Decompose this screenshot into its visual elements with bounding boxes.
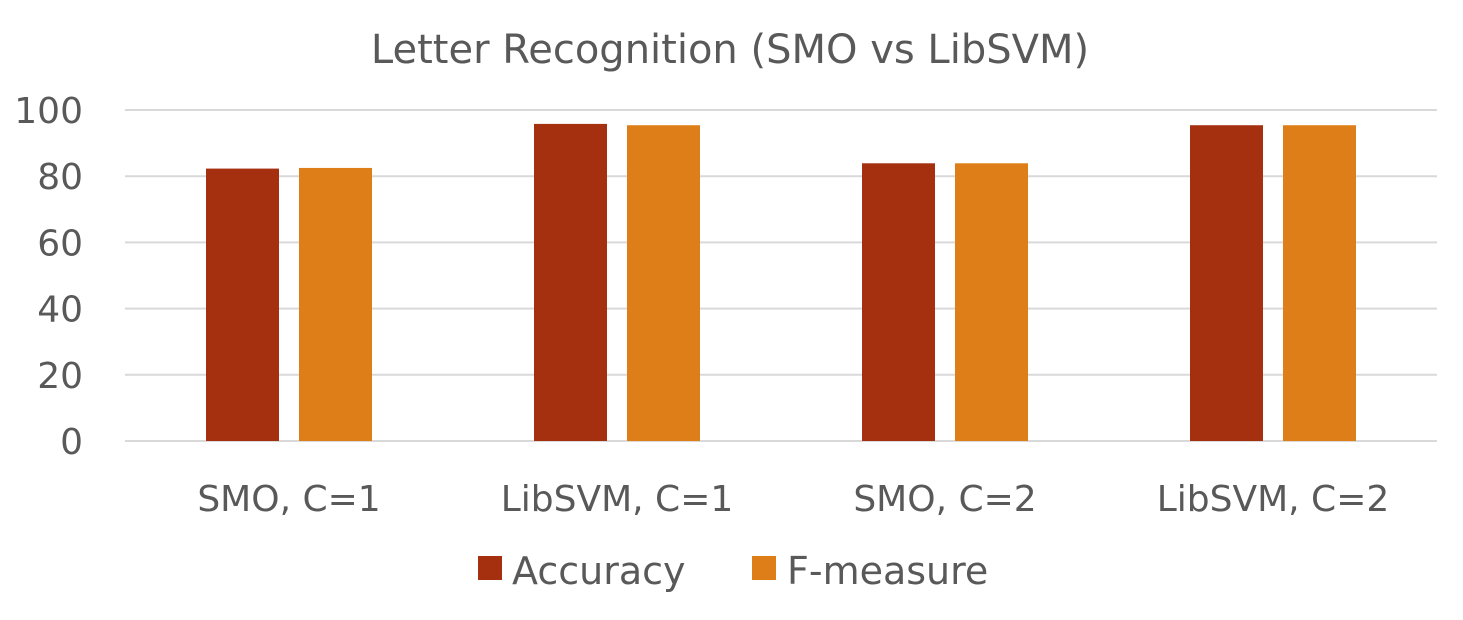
bar-f-measure-3: [955, 163, 1028, 441]
y-tick-label: 100: [14, 91, 83, 132]
bar-f-measure-2: [627, 125, 700, 441]
bar-f-measure-4: [1283, 125, 1356, 441]
y-tick-label: 20: [37, 356, 83, 397]
y-tick-label: 0: [60, 422, 83, 463]
x-axis-categories: SMO, C=1 LibSVM, C=1 SMO, C=2 LibSVM, C=2: [197, 479, 1389, 520]
legend-label: F-measure: [787, 549, 988, 593]
x-category-label: LibSVM, C=1: [501, 479, 734, 520]
x-category-label: SMO, C=1: [197, 479, 380, 520]
x-category-label: SMO, C=2: [853, 479, 1036, 520]
legend-swatch: [752, 556, 776, 580]
bars: [206, 123, 1356, 442]
bar-f-measure-1: [299, 167, 372, 442]
bar-accuracy-3: [862, 163, 935, 441]
y-tick-label: 60: [37, 223, 83, 264]
legend-label: Accuracy: [512, 549, 686, 593]
y-axis-ticks: 0 20 40 60 80 100: [14, 91, 83, 463]
bar-accuracy-2: [534, 123, 607, 441]
legend-swatch: [478, 556, 502, 580]
bar-accuracy-1: [206, 168, 279, 441]
legend: Accuracy F-measure: [478, 549, 988, 593]
chart-title: Letter Recognition (SMO vs LibSVM): [371, 27, 1089, 73]
bar-accuracy-4: [1190, 125, 1263, 441]
y-tick-label: 40: [37, 290, 83, 331]
x-category-label: LibSVM, C=2: [1157, 479, 1390, 520]
y-tick-label: 80: [37, 157, 83, 198]
